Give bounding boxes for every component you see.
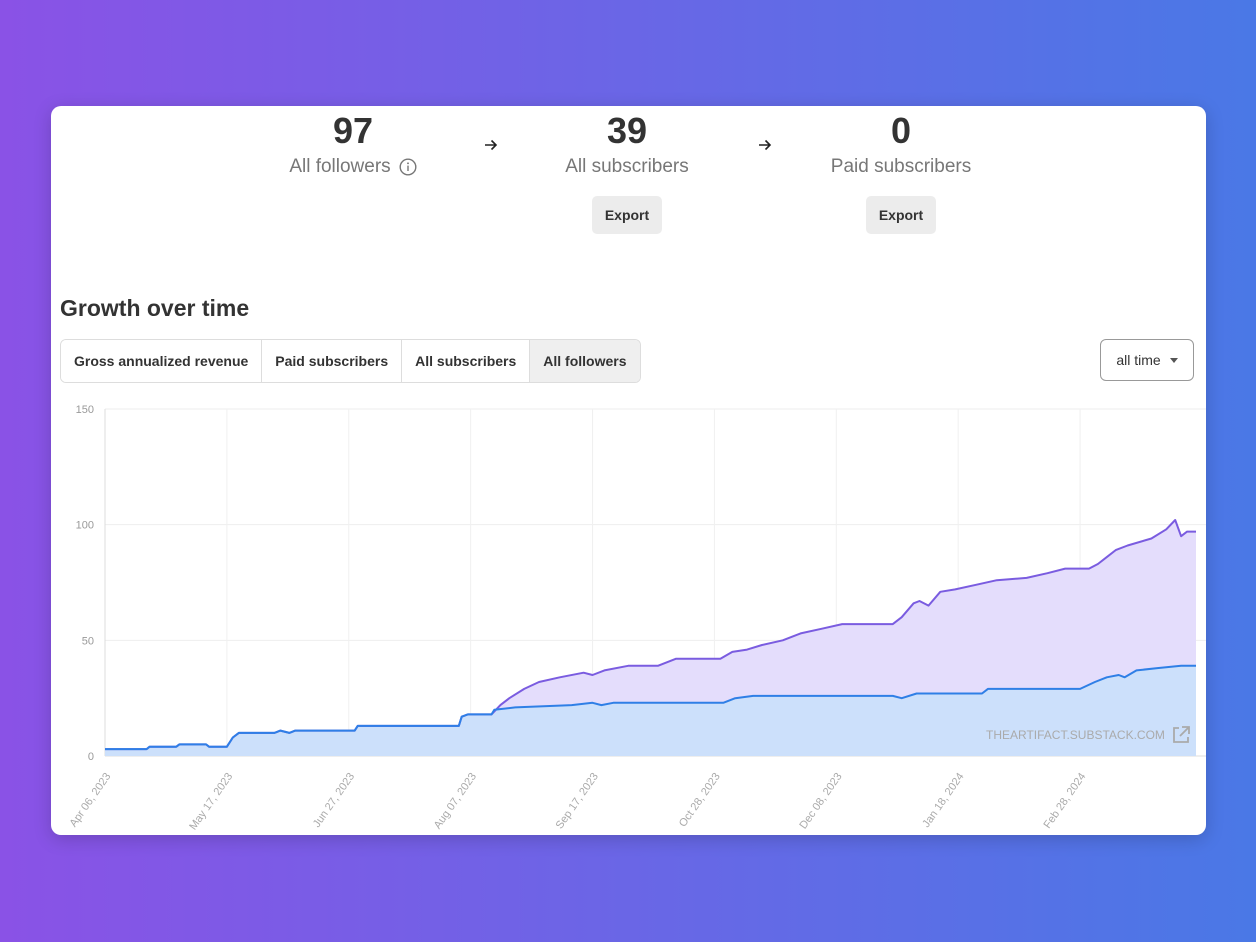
x-tick-label: Apr 06, 2023 bbox=[67, 771, 113, 829]
x-tick-label: Feb 28, 2024 bbox=[1041, 771, 1088, 831]
metric-tabs: Gross annualized revenue Paid subscriber… bbox=[60, 339, 641, 383]
y-tick-label: 0 bbox=[88, 751, 94, 763]
all-followers-label-row: All followers bbox=[276, 154, 430, 180]
time-range-select[interactable]: all time bbox=[1100, 339, 1194, 381]
stat-paid-subscribers: 0 Paid subscribers Export bbox=[821, 106, 981, 234]
y-tick-label: 150 bbox=[76, 404, 94, 416]
tab-paid-subscribers[interactable]: Paid subscribers bbox=[262, 340, 403, 382]
x-tick-label: Oct 28, 2023 bbox=[677, 771, 723, 829]
stat-all-followers: 97 All followers bbox=[276, 106, 430, 180]
arrow-right-icon bbox=[759, 139, 772, 151]
external-link-icon bbox=[1173, 726, 1190, 743]
x-tick-label: Jun 27, 2023 bbox=[311, 771, 357, 830]
watermark[interactable]: THEARTIFACT.SUBSTACK.COM bbox=[986, 725, 1191, 745]
y-tick-label: 50 bbox=[82, 635, 94, 647]
subscribers-line bbox=[105, 664, 1196, 751]
arrow-right-icon bbox=[485, 139, 498, 151]
x-tick-label: Sep 17, 2023 bbox=[554, 771, 601, 831]
x-tick-label: Jan 18, 2024 bbox=[920, 771, 966, 830]
x-tick-label: Aug 07, 2023 bbox=[432, 771, 479, 831]
all-subscribers-count: 39 bbox=[606, 110, 648, 151]
growth-chart: 0 50 100 150 Apr 06, 2023 May 17, 2023 Jun 27,… bbox=[67, 404, 1206, 832]
x-tick-label: May 17, 2023 bbox=[187, 771, 235, 832]
paid-subscribers-label: Paid subscribers bbox=[830, 156, 972, 177]
watermark-text: THEARTIFACT.SUBSTACK.COM bbox=[986, 728, 1165, 742]
all-followers-label: All followers bbox=[289, 156, 391, 177]
stat-all-subscribers: 39 All subscribers Export bbox=[552, 106, 702, 234]
paid-subscribers-count: 0 bbox=[890, 110, 912, 151]
y-tick-label: 100 bbox=[76, 520, 94, 532]
info-icon[interactable] bbox=[399, 158, 417, 176]
time-range-value: all time bbox=[1116, 352, 1161, 368]
all-followers-count: 97 bbox=[332, 110, 374, 151]
dashboard-card: 97 All followers 39 All subscribers Expo… bbox=[51, 106, 1206, 835]
export-subscribers-button[interactable]: Export bbox=[592, 196, 662, 234]
subscribers-area bbox=[105, 665, 1196, 756]
tab-all-subscribers[interactable]: All subscribers bbox=[402, 340, 531, 382]
tab-gross-annualized-revenue[interactable]: Gross annualized revenue bbox=[61, 340, 263, 382]
all-subscribers-label: All subscribers bbox=[565, 156, 689, 177]
x-tick-label: Dec 08, 2023 bbox=[797, 771, 844, 831]
tab-all-followers[interactable]: All followers bbox=[530, 340, 640, 382]
section-title: Growth over time bbox=[60, 295, 250, 321]
caret-down-icon bbox=[1169, 357, 1178, 363]
export-paid-button[interactable]: Export bbox=[866, 196, 936, 234]
